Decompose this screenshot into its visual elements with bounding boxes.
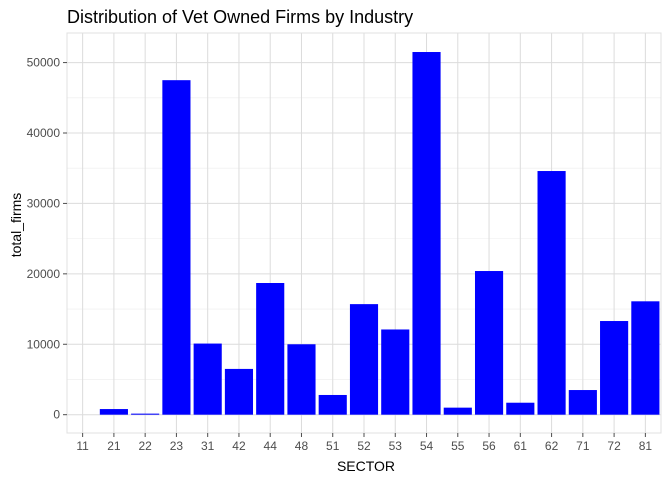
bar-23 <box>162 80 191 415</box>
bar-54 <box>412 52 441 415</box>
y-tick-label: 50000 <box>27 56 61 70</box>
x-tick-label: 42 <box>232 439 246 453</box>
x-tick-label: 51 <box>326 439 340 453</box>
bar-53 <box>381 329 410 415</box>
x-tick-label: 54 <box>420 439 434 453</box>
bar-61 <box>506 402 535 415</box>
y-tick-label: 10000 <box>27 337 61 351</box>
x-tick-label: 52 <box>357 439 371 453</box>
bar-81 <box>631 301 660 415</box>
chart-title: Distribution of Vet Owned Firms by Indus… <box>67 7 413 27</box>
bar-48 <box>287 344 316 415</box>
bar-51 <box>318 394 347 415</box>
x-tick-label: 55 <box>451 439 465 453</box>
x-tick-label: 56 <box>482 439 496 453</box>
bar-31 <box>193 343 222 415</box>
bar-44 <box>256 283 285 415</box>
x-tick-label: 44 <box>264 439 278 453</box>
x-tick-label: 31 <box>201 439 215 453</box>
x-tick-label: 62 <box>545 439 559 453</box>
y-tick-label: 30000 <box>27 196 61 210</box>
x-tick-label: 61 <box>514 439 528 453</box>
bar-55 <box>443 407 472 415</box>
x-tick-label: 21 <box>107 439 121 453</box>
y-tick-label: 0 <box>53 408 60 422</box>
bar-22 <box>131 413 160 415</box>
y-tick-label: 40000 <box>27 126 61 140</box>
bar-21 <box>99 409 128 415</box>
x-tick-label: 48 <box>295 439 309 453</box>
bar-52 <box>349 304 379 415</box>
x-tick-label: 53 <box>389 439 403 453</box>
x-tick-label: 71 <box>576 439 590 453</box>
x-tick-label: 22 <box>138 439 152 453</box>
x-tick-label: 23 <box>170 439 184 453</box>
bar-71 <box>568 390 597 415</box>
x-tick-label: 11 <box>76 439 89 453</box>
y-axis-title: total_firms <box>8 193 24 258</box>
bar-62 <box>537 171 566 415</box>
bar-72 <box>600 321 629 415</box>
bar-56 <box>474 271 504 415</box>
y-tick-label: 20000 <box>27 267 61 281</box>
y-axis: 0 10000 20000 30000 40000 50000 <box>27 56 67 422</box>
x-tick-label: 81 <box>639 439 653 453</box>
x-tick-label: 72 <box>607 439 621 453</box>
bar-42 <box>224 368 254 415</box>
x-axis: 11 21 22 23 31 42 44 48 51 52 53 54 55 56 61 62 71 72 81 <box>76 433 652 453</box>
bars <box>99 52 660 415</box>
x-axis-title: SECTOR <box>337 458 395 474</box>
